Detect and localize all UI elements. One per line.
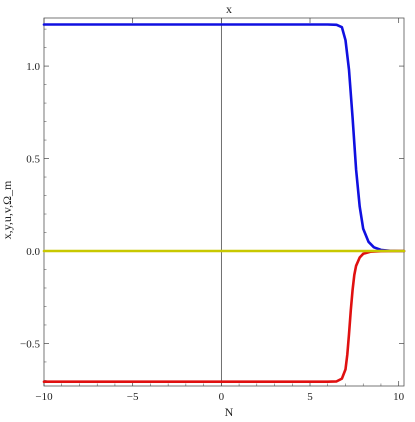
x-tick-label: 0 — [219, 391, 225, 403]
y-tick-label: 0.0 — [26, 246, 40, 258]
x-tick-label: −5 — [127, 391, 139, 403]
axis-ticks: −10 −5 0 5 10 −0.5 0.0 0.5 1.0 — [20, 18, 405, 403]
x-axis-label: N — [225, 405, 234, 419]
chart-title: x — [226, 2, 232, 16]
y-tick-label: 1.0 — [26, 61, 40, 73]
series-line-2 — [42, 249, 406, 384]
y-axis-label: x,y,u,v,Ω_m — [0, 180, 14, 239]
plot-frame — [43, 17, 405, 387]
y-tick-label: −0.5 — [20, 338, 40, 350]
x-tick-label: 5 — [307, 391, 313, 403]
y-tick-label: 0.5 — [26, 154, 40, 166]
series-group — [42, 23, 406, 384]
x-tick-label: −10 — [35, 391, 53, 403]
x-tick-label: 10 — [393, 391, 405, 403]
series-line-1 — [42, 23, 406, 253]
plot-border — [43, 17, 405, 387]
